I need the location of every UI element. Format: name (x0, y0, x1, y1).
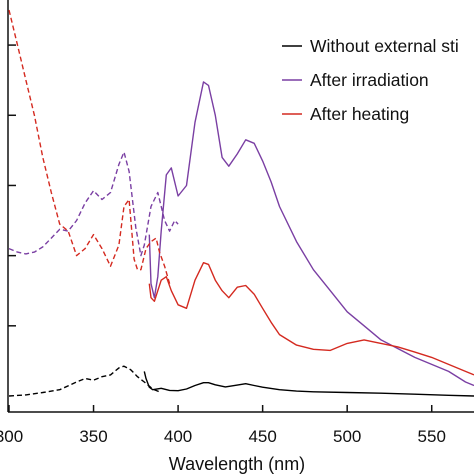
x-tick-label-0: 300 (0, 427, 23, 446)
legend: Without external sti After irradiation Aft… (282, 36, 459, 124)
series-1-dashed-line (8, 151, 179, 257)
x-tick-label-3: 450 (248, 427, 276, 446)
series-2-solid-line (148, 262, 474, 376)
series-0-solid-line (143, 371, 474, 397)
x-tick-label-2: 400 (164, 427, 192, 446)
x-tick-label-5: 550 (418, 427, 446, 446)
x-tick-label-1: 350 (79, 427, 107, 446)
series-1-solid-line (148, 81, 474, 387)
legend-label-2: After heating (310, 104, 409, 124)
x-tick-label-4: 500 (333, 427, 361, 446)
series-2-dashed-line (8, 9, 171, 284)
axes (7, 0, 474, 413)
plot-lines (8, 9, 474, 397)
legend-label-0: Without external sti (310, 36, 459, 56)
x-axis-title: Wavelength (nm) (169, 454, 305, 474)
series-0-dashed-line (8, 365, 162, 397)
x-ticks: 300 350 400 450 500 550 (0, 405, 446, 446)
y-ticks (8, 44, 16, 327)
legend-label-1: After irradiation (310, 70, 429, 90)
